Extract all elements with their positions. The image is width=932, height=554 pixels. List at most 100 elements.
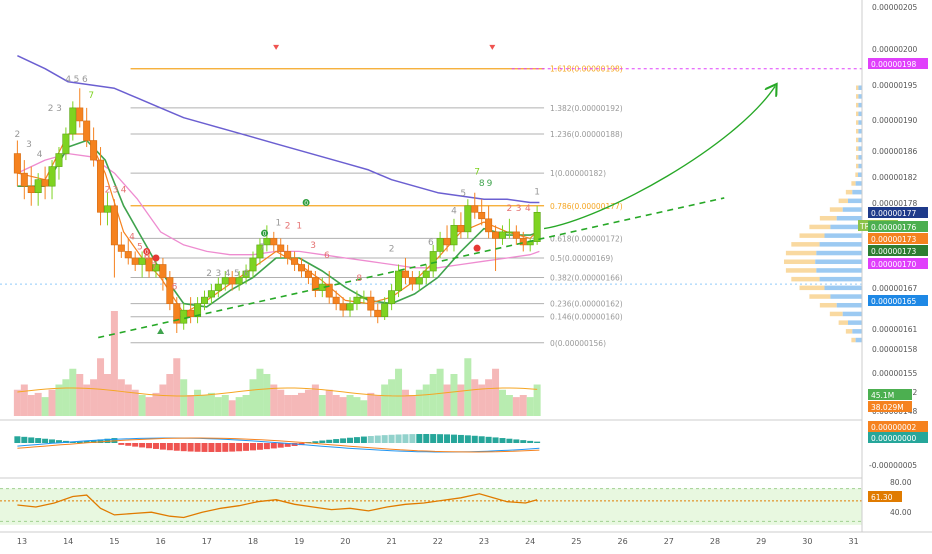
price-axis[interactable]: 0.00000205 0.00000200 0.00000195 0.00000190… (0, 0, 932, 533)
macd-histogram-bar (166, 443, 173, 451)
profile-bar (836, 302, 862, 308)
fib-label: 1.382(0.00000192) (550, 104, 623, 113)
volume-bar (464, 358, 472, 416)
candle-body (436, 238, 444, 252)
profile-bar (785, 268, 817, 273)
profile-bar (819, 215, 837, 221)
profile-bar (799, 233, 825, 238)
macd-histogram-bar (277, 443, 284, 448)
fib-label: 0.146(0.00000160) (550, 313, 623, 322)
profile-bar (851, 337, 856, 343)
volume-bar (270, 384, 278, 416)
signal-triangle-down (273, 44, 280, 50)
candle-body (408, 277, 416, 285)
profile-bar (858, 155, 862, 160)
profile-bar (856, 85, 859, 90)
volume-profile (784, 85, 862, 343)
profile-bar (856, 163, 859, 169)
candle-body (83, 120, 91, 141)
volume-bar (13, 389, 21, 416)
profile-bar (858, 102, 862, 108)
profile-bar (845, 189, 853, 195)
profile-bar (845, 329, 853, 334)
macd-histogram-bar (492, 437, 499, 443)
candle-body (55, 153, 63, 167)
volume-bar (450, 374, 458, 416)
time-axis[interactable]: 13 14 15 16 17 18 19 20 21 22 23 24 25 26 27 28 29 30 31 (17, 537, 859, 546)
td-count-label: 6 (243, 269, 249, 279)
td-count-label: 4 (37, 150, 43, 160)
projection-arrow (543, 86, 775, 230)
candle-body (533, 211, 541, 242)
price-badge-label: 0.00000177 (871, 209, 917, 218)
candle-body (505, 231, 513, 234)
profile-bar (830, 224, 862, 230)
volume-bar (138, 395, 146, 416)
td-count-label: 2 (15, 130, 21, 140)
profile-bar (791, 276, 820, 282)
price-tick-label: 0.00000178 (872, 199, 918, 208)
macd-histogram-bar (409, 434, 416, 443)
volume-bar (408, 395, 416, 416)
signal-dot (143, 247, 151, 255)
macd-histogram-bar (14, 436, 21, 443)
rsi-line (17, 493, 538, 519)
price-tick-label: 0.00000155 (872, 369, 918, 378)
macd-histogram-bar (187, 443, 194, 452)
td-count-label: 2 (206, 269, 212, 279)
macd-histogram-bar (471, 435, 478, 443)
td-count-label: 6 (324, 251, 330, 261)
signal-dot (152, 254, 160, 262)
candle-body (97, 159, 105, 213)
macd-histogram-bar (333, 439, 340, 443)
macd-histogram-bar (423, 434, 430, 443)
volume-bar (117, 379, 125, 416)
profile-bar (799, 285, 825, 291)
fib-label: 0(0.00000156) (550, 339, 606, 348)
macd-histogram-bar (527, 440, 534, 443)
volume-bar (304, 389, 312, 416)
profile-bar (858, 128, 862, 134)
volume-bar (228, 400, 236, 416)
td-count-label: 8 (479, 179, 485, 189)
volume-bar (311, 384, 319, 416)
signal-dot (473, 244, 481, 252)
volume-bar (284, 395, 292, 416)
profile-bar (842, 207, 862, 212)
td-count-label: 2 (105, 186, 111, 196)
candle-body (138, 257, 146, 265)
profile-bar (851, 181, 856, 186)
price-badge-label: 0.00000173 (871, 247, 917, 256)
macd-histogram-bar (416, 434, 423, 443)
signal-dot-label: 0 (145, 249, 149, 256)
candle-body (145, 257, 153, 272)
macd-histogram-bar (374, 435, 381, 443)
td-count-label: 4 (525, 204, 531, 214)
time-tick-label: 16 (156, 537, 166, 546)
ema-green-line (17, 139, 540, 308)
profile-bar (858, 85, 862, 90)
macd-histogram-bar (236, 443, 243, 452)
volume-bar (526, 397, 534, 416)
volume-bar (76, 374, 84, 416)
candle-body (194, 303, 202, 317)
price-badge-label: 0.00000170 (871, 260, 917, 269)
candle-body (166, 277, 174, 304)
profile-bar (836, 215, 862, 221)
signal-triangle-up (157, 328, 165, 335)
volume-bar (533, 384, 541, 416)
price-badge (868, 207, 928, 218)
profile-bar (858, 94, 862, 99)
price-tick-label: 0.00000161 (872, 325, 918, 334)
fib-label: 0.236(0.00000162) (550, 300, 623, 309)
profile-bar (824, 285, 862, 291)
profile-bar (815, 259, 862, 264)
volume-bar (83, 384, 91, 416)
candle-body (367, 296, 375, 311)
profile-bar (785, 250, 817, 256)
macd-histogram-bar (513, 439, 520, 443)
macd-badge-label: 0.00000000 (871, 434, 917, 443)
candle-body (124, 251, 132, 259)
profile-bar (858, 120, 862, 125)
